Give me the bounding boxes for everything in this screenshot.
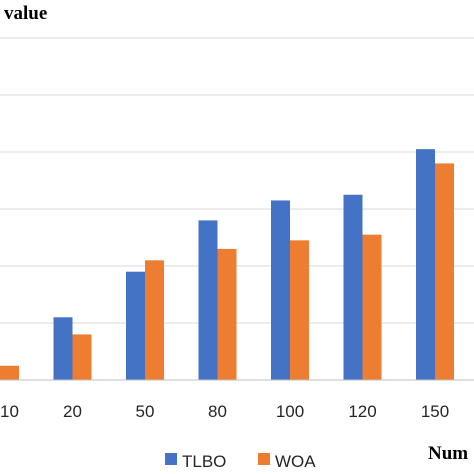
x-tick-label: 100 [276,402,304,421]
gridlines [0,37,474,324]
x-tick-label: 80 [208,402,227,421]
x-tick-label: 120 [348,402,376,421]
bar-tlbo-100 [271,200,290,380]
bar-tlbo-120 [343,194,363,380]
bar-tlbo-50 [126,271,145,380]
bar-tlbo-80 [198,220,218,380]
bar-tlbo-150 [416,149,435,380]
x-tick-labels: 10 20 50 80 100 120 150 [0,402,449,421]
bars [0,149,454,380]
y-axis-label: value [4,3,47,24]
legend: TLBO WOA [165,452,316,471]
legend-label-woa: WOA [275,452,316,471]
x-tick-label: 10 [0,402,19,421]
bar-woa-20 [72,334,92,380]
x-tick-label: 20 [63,402,82,421]
x-tick-label: 50 [136,402,155,421]
legend-swatch-woa [258,453,270,465]
x-tick-label: 150 [421,402,449,421]
x-axis-label: Num [428,443,468,464]
bar-tlbo-20 [53,317,73,380]
bar-woa-120 [362,234,382,380]
legend-label-tlbo: TLBO [182,452,226,471]
bar-woa-80 [217,248,237,380]
bar-woa-150 [435,163,454,380]
legend-swatch-tlbo [165,453,177,465]
bar-woa-10 [0,365,19,380]
bar-woa-100 [290,240,309,380]
bar-woa-50 [145,260,164,380]
